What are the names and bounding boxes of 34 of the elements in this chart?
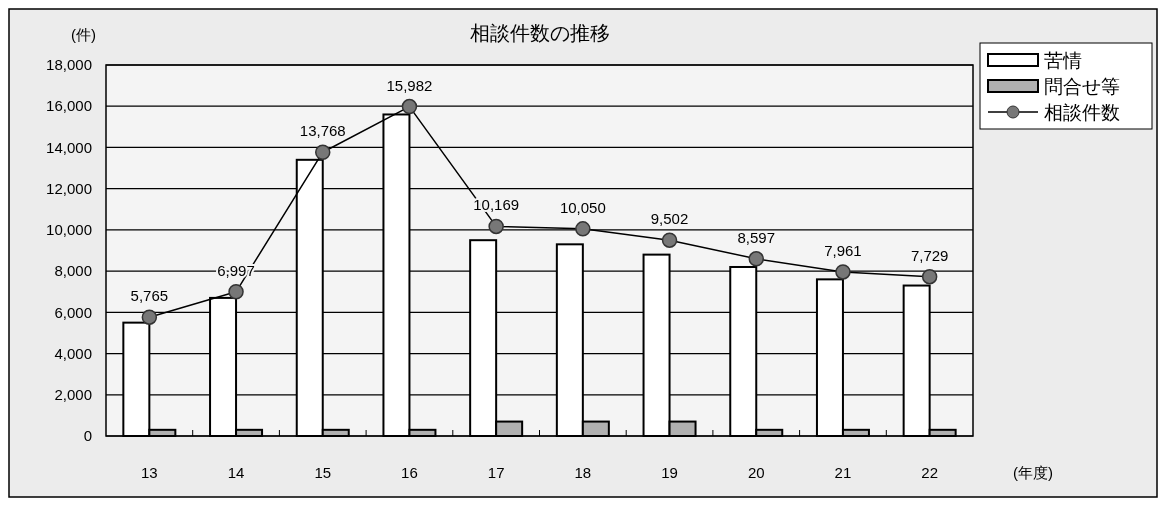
legend-label: 相談件数 bbox=[1044, 101, 1120, 123]
data-label: 7,729 bbox=[910, 246, 949, 264]
data-label: 13,768 bbox=[299, 122, 346, 140]
data-label: 10,050 bbox=[559, 198, 606, 216]
data-label: 9,502 bbox=[650, 210, 689, 228]
legend-label: 問合せ等 bbox=[1044, 75, 1120, 97]
y-axis-title: (件) bbox=[71, 26, 96, 43]
x-tick-label: 16 bbox=[401, 464, 418, 481]
x-tick-label: 17 bbox=[487, 464, 505, 481]
data-label: 7,961 bbox=[824, 241, 862, 259]
x-tick-label: 18 bbox=[574, 464, 592, 481]
data-label: 8,597 bbox=[737, 228, 776, 246]
y-tick-label: 18,000 bbox=[46, 56, 92, 74]
y-tick-label: 10,000 bbox=[46, 221, 92, 239]
x-tick-label: 13 bbox=[141, 464, 158, 481]
y-tick-label: 6,000 bbox=[54, 303, 92, 321]
data-label: 5,765 bbox=[130, 287, 169, 305]
y-tick-label: 8,000 bbox=[54, 262, 92, 280]
chart-title: 相談件数の推移 bbox=[469, 22, 610, 44]
x-tick-label: 20 bbox=[747, 464, 765, 481]
x-axis-title: (年度) bbox=[1013, 464, 1053, 481]
x-tick-label: 19 bbox=[661, 464, 678, 481]
data-label: 15,982 bbox=[386, 76, 433, 94]
x-tick-label: 14 bbox=[227, 464, 245, 481]
x-tick-label: 21 bbox=[834, 464, 852, 481]
x-tick-label: 22 bbox=[921, 464, 938, 481]
y-tick-label: 2,000 bbox=[54, 386, 92, 404]
x-tick-label: 15 bbox=[314, 464, 332, 481]
legend-label: 苦情 bbox=[1044, 49, 1082, 71]
y-tick-label: 14,000 bbox=[46, 138, 92, 156]
y-tick-label: 4,000 bbox=[54, 344, 92, 362]
y-tick-label: 12,000 bbox=[46, 179, 92, 197]
y-tick-label: 16,000 bbox=[46, 97, 92, 115]
y-tick-label: 0 bbox=[83, 427, 92, 445]
